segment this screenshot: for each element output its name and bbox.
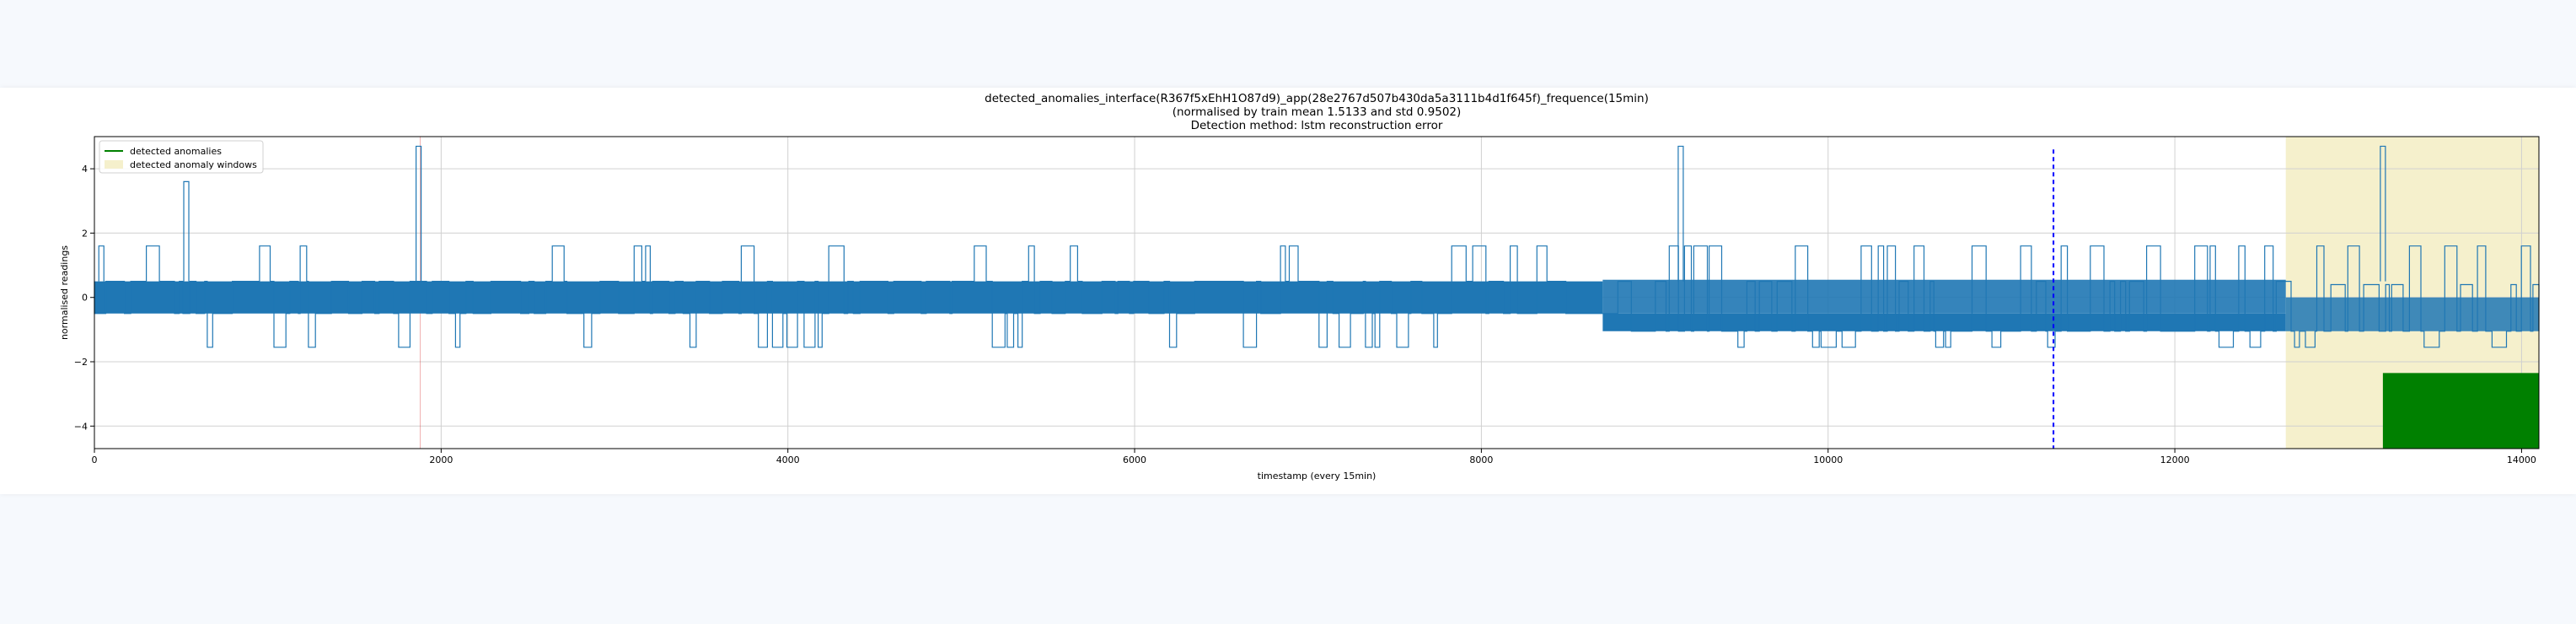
legend-swatch-1 bbox=[105, 160, 123, 169]
x-tick-label-3: 6000 bbox=[1123, 455, 1146, 465]
x-tick-label-2: 4000 bbox=[776, 455, 800, 465]
x-tick-label-0: 0 bbox=[92, 455, 98, 465]
legend-label-0: detected anomalies bbox=[130, 146, 222, 157]
legend-box bbox=[99, 140, 264, 174]
signal-spike-0 bbox=[98, 245, 105, 282]
x-axis-label: timestamp (every 15min) bbox=[1258, 471, 1377, 481]
legend: detected anomalies detected anomaly windo… bbox=[99, 140, 264, 174]
y-tick-label-1: −2 bbox=[74, 357, 88, 368]
y-tick-label-0: −4 bbox=[74, 421, 88, 432]
signal-line bbox=[94, 245, 2540, 348]
y-tick-label-2: 0 bbox=[82, 293, 88, 304]
x-tick-label-5: 10000 bbox=[1813, 455, 1843, 465]
signal-band-3 bbox=[2285, 297, 2539, 331]
legend-label-1: detected anomaly windows bbox=[130, 159, 257, 170]
signal-band-1 bbox=[94, 281, 1603, 314]
signal-band-2-upper bbox=[1602, 279, 2286, 314]
chart-card: detected_anomalies_interface(R367f5xEhH1… bbox=[0, 88, 2576, 494]
x-tick-label-7: 14000 bbox=[2507, 455, 2536, 465]
chart-title-line-3: Detection method: lstm reconstruction er… bbox=[1191, 119, 1443, 132]
y-axis-label: normalised readings bbox=[59, 245, 70, 340]
plot-area: 0 2000 4000 6000 8000 10000 12000 14000 −4 −2 0 2 4 t… bbox=[59, 136, 2540, 481]
plot-frame bbox=[94, 136, 2540, 449]
signal-band-2-lower bbox=[1602, 313, 2286, 331]
chart-title-line-1: detected_anomalies_interface(R367f5xEhH1… bbox=[985, 92, 1649, 105]
signal-spike-1 bbox=[183, 180, 190, 282]
x-tick-label-4: 8000 bbox=[1469, 455, 1493, 465]
signal-spike-4 bbox=[2380, 145, 2386, 282]
x-tick-label-1: 2000 bbox=[429, 455, 453, 465]
y-tick-label-4: 4 bbox=[82, 164, 88, 175]
signal-spike-2 bbox=[416, 145, 422, 282]
chart-title-line-2: (normalised by train mean 1.5133 and std… bbox=[1173, 105, 1462, 119]
y-tick-label-3: 2 bbox=[82, 228, 88, 239]
x-tick-label-6: 12000 bbox=[2160, 455, 2190, 465]
detected-anomaly-block bbox=[2382, 373, 2539, 449]
signal-spike-3 bbox=[1677, 145, 1684, 282]
chart-svg: detected_anomalies_interface(R367f5xEhH1… bbox=[59, 92, 2540, 481]
